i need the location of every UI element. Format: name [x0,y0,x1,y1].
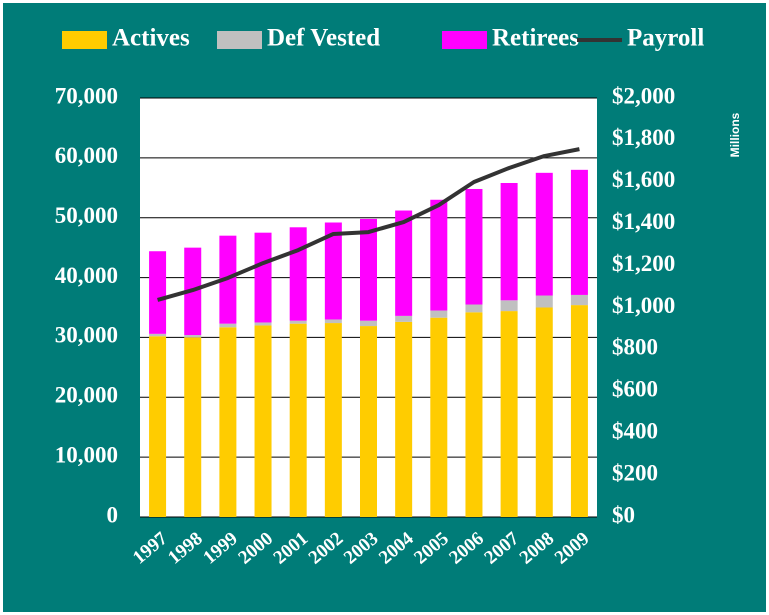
y2-unit-label: Millions [728,112,742,157]
y-tick-label: 0 [107,502,119,527]
legend-label: Retirees [492,25,579,52]
y-tick-label: 10,000 [55,442,118,467]
bar-segment [184,335,202,338]
y-tick-label: 70,000 [55,83,118,108]
y2-tick-label: $800 [612,335,658,360]
bar-segment [254,322,272,326]
y-tick-label: 40,000 [55,263,118,288]
bar-segment [219,327,237,517]
bar-segment [289,320,307,324]
bar-segment [430,199,448,311]
bar-segment [535,307,553,517]
bar-segment [184,337,202,517]
bar-segment [535,295,553,308]
y2-tick-label: $2,000 [612,83,675,108]
bar-segment [360,326,377,517]
legend-swatch [62,31,107,49]
bar-segment [570,169,588,295]
bar-segment [289,227,307,321]
bar-segment [465,188,483,305]
bar-segment [535,172,553,296]
y-tick-label: 20,000 [55,383,118,408]
legend-label: Actives [112,25,190,52]
y2-tick-label: $1,200 [612,251,675,276]
bar-segment [289,323,307,517]
y2-tick-label: $1,800 [612,125,675,150]
bar-segment [324,222,342,320]
payroll-line [157,147,580,302]
legend-label: Payroll [627,25,704,52]
bar-segment [500,300,518,312]
bar-segment [360,320,377,327]
bar-segment [324,323,342,517]
bar-segment [360,218,377,321]
y2-tick-label: $600 [612,377,658,402]
y-tick-label: 50,000 [55,203,118,228]
y2-tick-label: $400 [612,418,658,443]
y2-tick-label: $1,600 [612,167,675,192]
bar-segment [395,210,413,316]
bar-segment [500,311,518,517]
bar-segment [430,310,448,318]
bar-segment [324,319,342,324]
y2-tick-label: $1,000 [612,293,675,318]
bar-segment [254,325,272,517]
y-tick-label: 60,000 [55,143,118,168]
bar-segment [149,251,167,334]
bar-segment [570,305,588,517]
bar-segment [430,317,448,517]
bar-segment [395,321,413,517]
bar-segment [500,182,518,301]
bar-segment [219,323,237,328]
y2-tick-label: $200 [612,460,658,485]
legend-swatch [217,31,262,49]
bar-segment [465,312,483,517]
y2-tick-label: $0 [612,502,635,527]
bar-segment [254,232,272,323]
y2-tick-label: $1,400 [612,209,675,234]
bar-segment [395,315,413,322]
bar-segment [465,304,483,313]
legend-swatch [442,31,487,49]
legend-label: Def Vested [267,25,380,52]
bar-segment [570,294,588,306]
bar-segment [149,333,167,337]
bar-segment [149,336,167,517]
y-tick-label: 30,000 [55,323,118,348]
